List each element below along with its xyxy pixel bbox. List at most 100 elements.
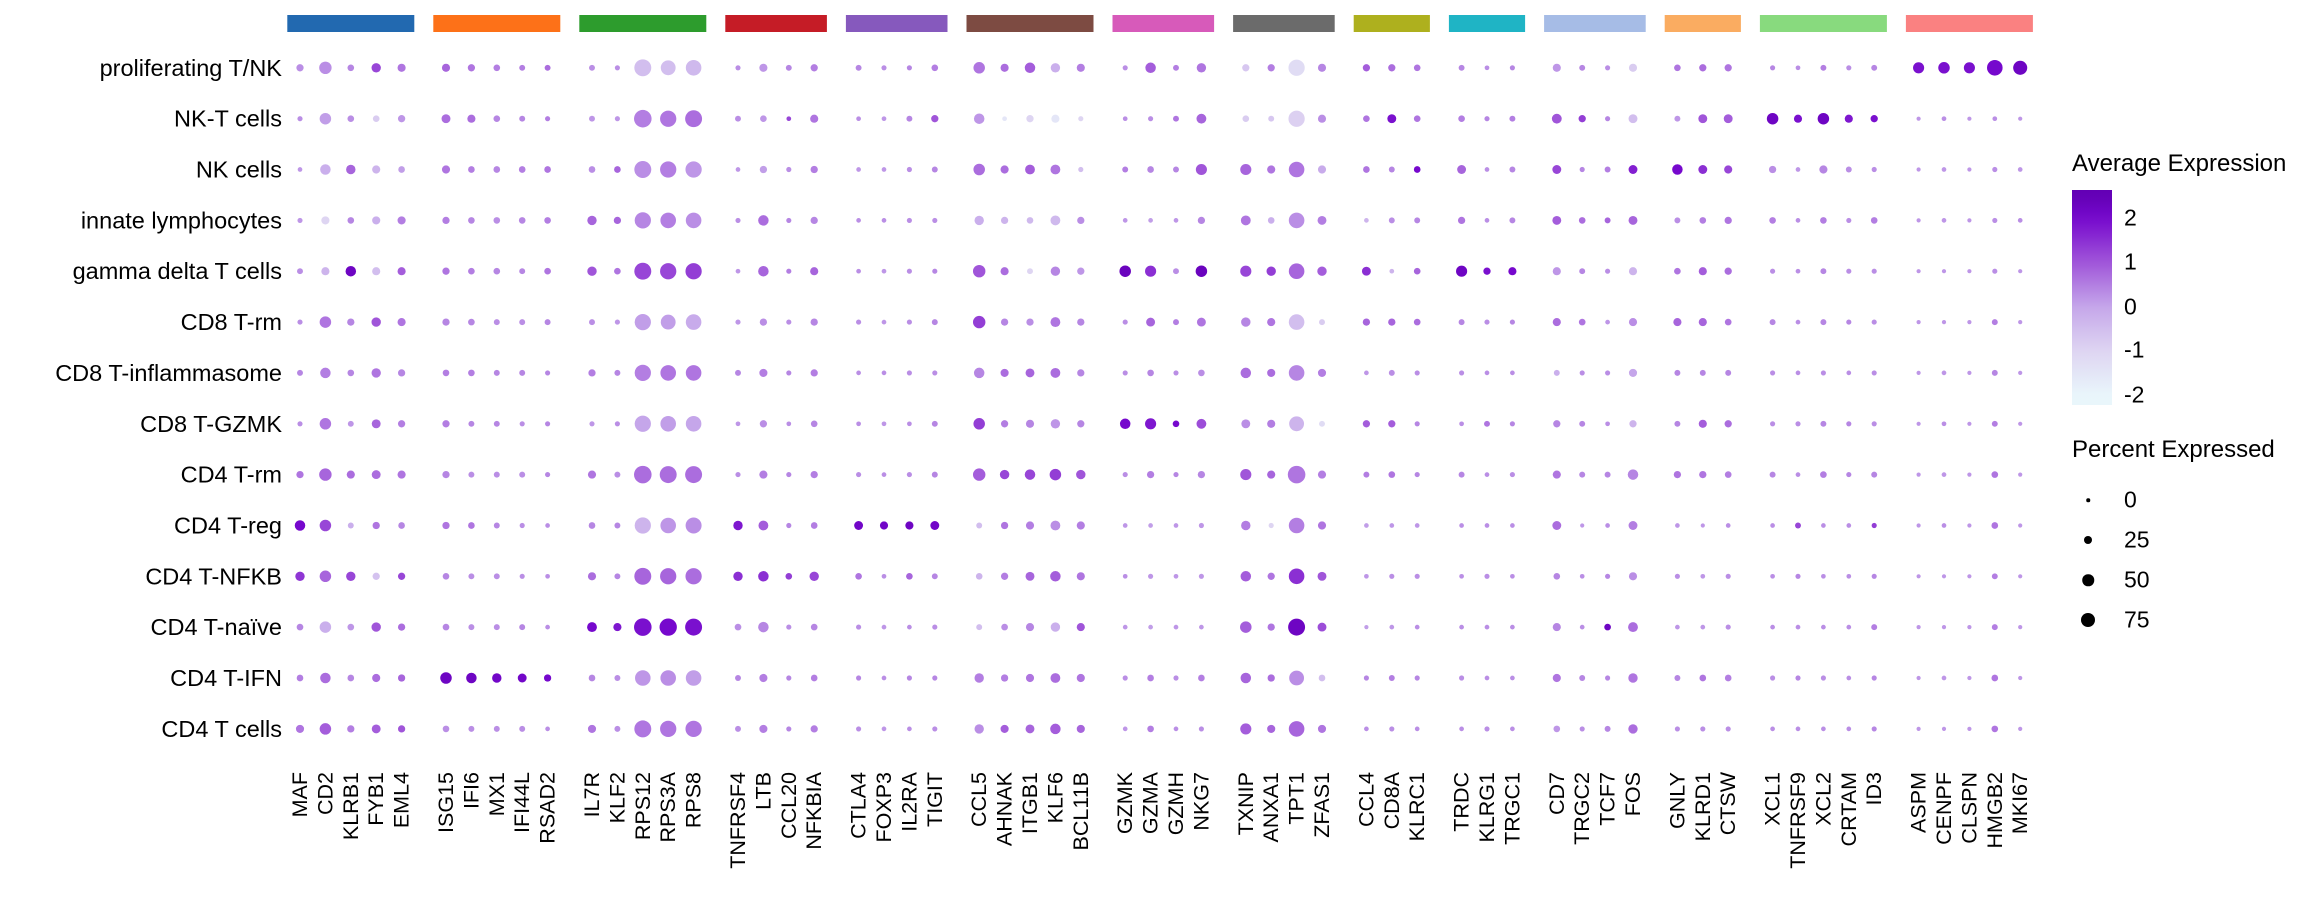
- gene-label: ZFAS1: [1310, 772, 1334, 838]
- dot: [1552, 215, 1562, 225]
- dot: [1459, 726, 1464, 732]
- dot: [660, 720, 677, 738]
- dot: [1173, 472, 1179, 478]
- dot: [786, 522, 792, 529]
- dot: [1122, 675, 1128, 681]
- dot: [2018, 675, 2023, 681]
- dot: [932, 624, 938, 630]
- dot: [1198, 522, 1204, 529]
- dot: [1941, 726, 1947, 732]
- dot: [1967, 675, 1972, 681]
- dot: [2018, 625, 2023, 630]
- dot: [660, 517, 676, 534]
- dot: [441, 165, 451, 174]
- dot: [1288, 568, 1305, 585]
- dot: [1364, 726, 1369, 732]
- dot: [973, 367, 985, 379]
- dot: [347, 64, 355, 72]
- dot: [319, 621, 332, 633]
- dot: [1148, 573, 1154, 579]
- dot: [1871, 319, 1877, 325]
- dot: [881, 268, 887, 274]
- dot: [1000, 368, 1009, 377]
- dot: [614, 65, 620, 71]
- percent-legend-row: 75: [2072, 600, 2272, 640]
- dot: [1361, 266, 1371, 276]
- dot: [881, 472, 887, 477]
- dot: [1628, 673, 1638, 683]
- dot: [613, 216, 622, 225]
- dot: [1050, 215, 1061, 226]
- dot: [493, 267, 501, 275]
- dot: [1076, 572, 1085, 581]
- dot: [1605, 116, 1611, 122]
- gene-label: FYB1: [364, 772, 388, 826]
- dot: [1484, 319, 1490, 325]
- dot: [972, 468, 986, 481]
- dot: [397, 572, 406, 580]
- dot: [1871, 675, 1877, 681]
- dot: [1967, 370, 1972, 375]
- dot: [1388, 471, 1396, 478]
- dot: [1821, 523, 1826, 528]
- dot: [1967, 167, 1972, 172]
- dot: [1267, 419, 1276, 428]
- dot: [1628, 521, 1638, 530]
- dot: [1578, 217, 1586, 224]
- dot: [1967, 472, 1972, 477]
- gene-label: XCL2: [1811, 772, 1835, 826]
- dot: [1628, 63, 1638, 72]
- dot: [1414, 370, 1420, 376]
- dot: [1916, 269, 1921, 274]
- dot: [614, 166, 621, 173]
- dot: [1317, 266, 1327, 276]
- dot: [398, 522, 405, 529]
- colorbar-tick-mark: [2106, 496, 2112, 499]
- dot: [759, 165, 768, 174]
- dot: [1604, 166, 1611, 173]
- dot: [854, 521, 864, 530]
- dot: [1941, 167, 1947, 172]
- dot: [1122, 116, 1128, 122]
- dot: [1389, 268, 1395, 274]
- dot: [1795, 573, 1801, 579]
- dot: [1941, 472, 1947, 477]
- dot: [589, 421, 595, 427]
- dot: [1795, 268, 1801, 274]
- dot: [319, 570, 332, 583]
- dot: [1484, 472, 1490, 477]
- dot: [758, 520, 769, 531]
- dot: [1628, 215, 1638, 225]
- dot: [659, 466, 677, 484]
- dot: [685, 466, 703, 484]
- dot: [973, 113, 985, 124]
- dot: [660, 568, 677, 585]
- percent-legend-row: 25: [2072, 520, 2272, 560]
- dot: [296, 64, 304, 72]
- dot: [1770, 675, 1776, 681]
- dot: [685, 263, 702, 280]
- dot: [881, 116, 887, 122]
- dot: [1699, 217, 1707, 224]
- dot: [519, 115, 526, 122]
- gene-label: CTSW: [1716, 771, 1740, 835]
- dot: [932, 370, 938, 376]
- row-label: CD4 T cells: [161, 716, 282, 742]
- dot: [735, 217, 741, 223]
- dot: [810, 369, 818, 377]
- dot: [1363, 675, 1369, 681]
- dot: [1051, 114, 1060, 123]
- dot: [347, 674, 355, 682]
- dot: [907, 624, 912, 630]
- percent-legend-label: 50: [2124, 566, 2150, 593]
- dot: [810, 114, 819, 123]
- dot: [2017, 218, 2023, 223]
- colorbar-tick-mark: [2072, 451, 2078, 454]
- dot: [442, 470, 450, 479]
- dot: [1077, 420, 1085, 428]
- dot: [634, 161, 652, 178]
- dot: [634, 313, 651, 331]
- dot: [685, 212, 702, 229]
- dot: [493, 64, 501, 72]
- dot: [2017, 167, 2023, 172]
